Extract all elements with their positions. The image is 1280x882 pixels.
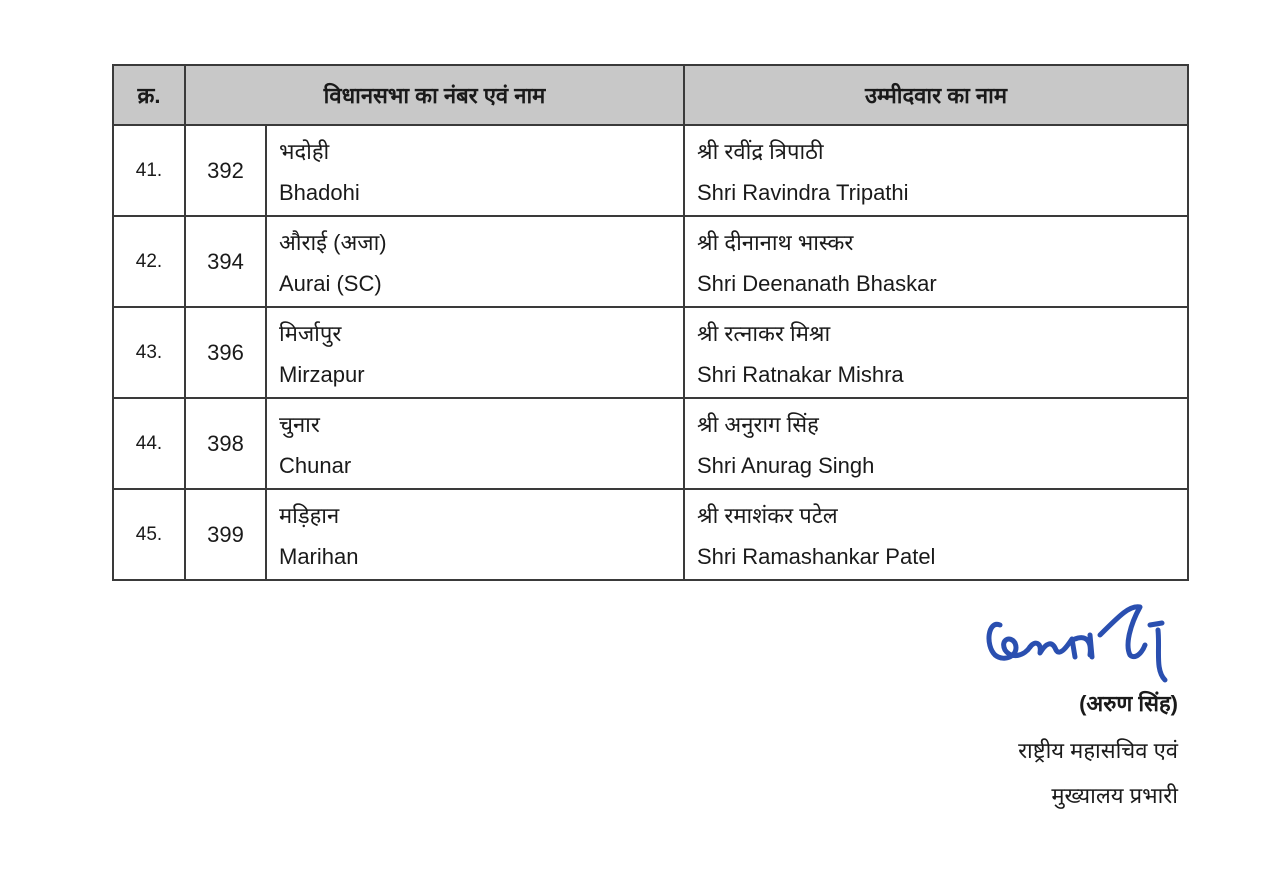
table-row: 43. 396 मिर्जापुर Mirzapur श्री रत्नाकर म… (112, 306, 1189, 399)
constituency-name-cell: चुनार Chunar (265, 397, 685, 490)
candidate-name-english: Shri Ramashankar Patel (697, 543, 936, 569)
constituency-name-english: Marihan (279, 543, 359, 569)
candidate-name-english: Shri Anurag Singh (697, 452, 875, 478)
candidate-name-english: Shri Deenanath Bhaskar (697, 270, 937, 296)
candidate-name-cell: श्री अनुराग सिंह Shri Anurag Singh (683, 397, 1189, 490)
candidate-name-hindi: श्री अनुराग सिंह (697, 411, 819, 437)
constituency-number: 396 (184, 306, 267, 399)
candidate-name-english: Shri Ravindra Tripathi (697, 179, 909, 205)
header-candidate: उम्मीदवार का नाम (683, 64, 1189, 126)
candidate-name-hindi: श्री रत्नाकर मिश्रा (697, 320, 831, 346)
candidate-name-english: Shri Ratnakar Mishra (697, 361, 904, 387)
constituency-number: 399 (184, 488, 267, 581)
constituency-name-hindi: मिर्जापुर (279, 320, 342, 346)
signer-designation-line2: मुख्यालय प्रभारी (1051, 783, 1178, 808)
table-row: 42. 394 औराई (अजा) Aurai (SC) श्री दीनाना… (112, 215, 1189, 308)
table-row: 41. 392 भदोही Bhadohi श्री रवींद्र त्रिपा… (112, 124, 1189, 217)
constituency-number: 398 (184, 397, 267, 490)
constituency-name-english: Bhadohi (279, 179, 360, 205)
constituency-name-hindi: भदोही (279, 138, 330, 164)
serial-cell: 44. (112, 397, 186, 490)
candidate-name-cell: श्री रत्नाकर मिश्रा Shri Ratnakar Mishra (683, 306, 1189, 399)
table-header-row: क्र. विधानसभा का नंबर एवं नाम उम्मीदवार … (112, 64, 1189, 126)
candidate-name-hindi: श्री रवींद्र त्रिपाठी (697, 138, 824, 164)
header-serial: क्र. (112, 64, 186, 126)
candidate-name-hindi: श्री दीनानाथ भास्कर (697, 229, 854, 255)
constituency-name-cell: मिर्जापुर Mirzapur (265, 306, 685, 399)
candidate-name-hindi: श्री रमाशंकर पटेल (697, 502, 838, 528)
constituency-name-hindi: औराई (अजा) (279, 229, 387, 255)
header-constituency: विधानसभा का नंबर एवं नाम (184, 64, 685, 126)
serial-cell: 43. (112, 306, 186, 399)
serial-cell: 45. (112, 488, 186, 581)
signer-designation-line1: राष्ट्रीय महासचिव एवं (1018, 738, 1178, 763)
constituency-name-english: Aurai (SC) (279, 270, 382, 296)
candidate-name-cell: श्री दीनानाथ भास्कर Shri Deenanath Bhaska… (683, 215, 1189, 308)
constituency-number: 394 (184, 215, 267, 308)
constituency-name-english: Chunar (279, 452, 352, 478)
constituency-name-hindi: चुनार (279, 411, 320, 437)
constituency-name-cell: मड़िहान Marihan (265, 488, 685, 581)
constituency-number: 392 (184, 124, 267, 217)
serial-cell: 42. (112, 215, 186, 308)
constituency-name-hindi: मड़िहान (279, 502, 340, 528)
candidate-name-cell: श्री रवींद्र त्रिपाठी Shri Ravindra Tripa… (683, 124, 1189, 217)
constituency-name-cell: भदोही Bhadohi (265, 124, 685, 217)
candidate-name-cell: श्री रमाशंकर पटेल Shri Ramashankar Patel (683, 488, 1189, 581)
constituency-name-cell: औराई (अजा) Aurai (SC) (265, 215, 685, 308)
table-row: 45. 399 मड़िहान Marihan श्री रमाशंकर पटेल… (112, 488, 1189, 581)
signature-image (986, 604, 1168, 683)
candidate-table: क्र. विधानसभा का नंबर एवं नाम उम्मीदवार … (112, 64, 1189, 581)
constituency-name-english: Mirzapur (279, 361, 365, 387)
signer-name: (अरुण सिंह) (1079, 691, 1178, 716)
table-row: 44. 398 चुनार Chunar श्री अनुराग सिंह Shri… (112, 397, 1189, 490)
serial-cell: 41. (112, 124, 186, 217)
